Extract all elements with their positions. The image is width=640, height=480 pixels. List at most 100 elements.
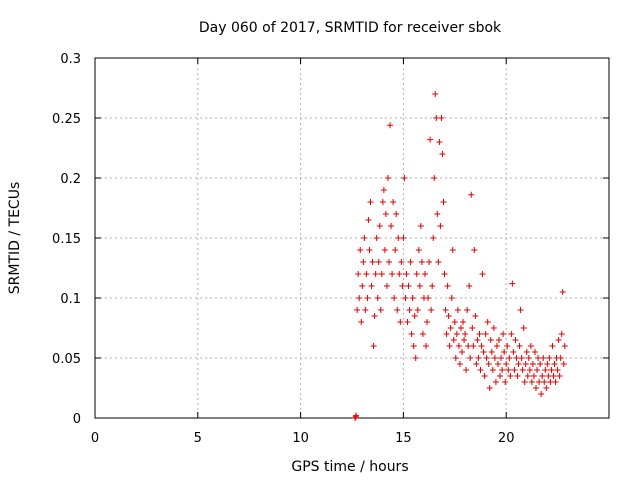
data-point bbox=[510, 349, 517, 355]
data-point bbox=[447, 325, 454, 331]
data-point bbox=[358, 319, 365, 325]
data-point bbox=[535, 355, 542, 361]
data-point bbox=[531, 349, 538, 355]
data-point bbox=[522, 361, 529, 367]
data-point bbox=[369, 259, 376, 265]
data-point bbox=[371, 313, 378, 319]
data-point bbox=[382, 211, 389, 217]
plot-frame bbox=[94, 57, 610, 419]
data-point bbox=[433, 115, 440, 121]
data-point bbox=[555, 337, 562, 343]
data-point bbox=[424, 319, 431, 325]
data-point bbox=[416, 283, 423, 289]
data-point bbox=[484, 319, 491, 325]
data-point bbox=[392, 247, 399, 253]
data-point bbox=[403, 271, 410, 277]
data-point bbox=[411, 313, 418, 319]
data-point bbox=[396, 271, 403, 277]
data-point bbox=[473, 361, 480, 367]
data-point bbox=[400, 235, 407, 241]
data-points bbox=[352, 91, 568, 421]
data-point bbox=[432, 91, 439, 97]
data-point bbox=[427, 136, 434, 143]
data-point bbox=[503, 361, 510, 367]
data-point bbox=[546, 355, 553, 361]
data-point bbox=[390, 199, 397, 205]
data-point bbox=[488, 349, 495, 355]
data-point bbox=[520, 325, 527, 331]
data-point bbox=[380, 187, 387, 193]
chart-title: Day 060 of 2017, SRMTID for receiver sbo… bbox=[199, 20, 502, 36]
data-point bbox=[359, 283, 366, 289]
data-point bbox=[521, 379, 528, 385]
data-point bbox=[485, 361, 492, 367]
data-point bbox=[434, 211, 441, 217]
data-point bbox=[505, 367, 512, 373]
data-point bbox=[357, 247, 364, 253]
data-point bbox=[542, 367, 549, 373]
data-point bbox=[467, 355, 474, 361]
data-point bbox=[471, 247, 478, 253]
data-point bbox=[353, 412, 360, 419]
data-point bbox=[552, 379, 559, 385]
data-point bbox=[547, 379, 554, 385]
x-tick-label: 15 bbox=[395, 431, 412, 446]
data-point bbox=[388, 223, 395, 229]
data-point bbox=[530, 373, 537, 379]
data-point bbox=[375, 259, 382, 265]
x-tick-label: 5 bbox=[194, 431, 202, 446]
data-point bbox=[540, 355, 547, 361]
y-tick-label: 0.15 bbox=[52, 232, 81, 247]
data-point bbox=[544, 361, 551, 367]
data-point bbox=[355, 271, 362, 277]
data-point bbox=[491, 355, 498, 361]
data-point bbox=[469, 325, 476, 331]
data-point bbox=[409, 295, 416, 301]
data-point bbox=[551, 361, 558, 367]
data-point bbox=[533, 385, 540, 391]
x-axis-label: GPS time / hours bbox=[291, 459, 408, 475]
data-point bbox=[477, 367, 484, 373]
y-tick-labels: 0 0.05 0.1 0.15 0.2 0.25 0.3 bbox=[52, 52, 81, 427]
data-point bbox=[421, 271, 428, 277]
data-point bbox=[419, 331, 426, 337]
data-point bbox=[527, 343, 534, 349]
data-point bbox=[393, 211, 400, 217]
data-point bbox=[372, 271, 379, 277]
data-point bbox=[509, 280, 516, 287]
data-point bbox=[543, 385, 550, 391]
y-tick-label: 0 bbox=[73, 412, 81, 427]
data-point bbox=[451, 319, 458, 325]
data-point bbox=[541, 379, 548, 385]
gridlines bbox=[95, 58, 609, 418]
data-point bbox=[389, 271, 396, 277]
x-tick-label: 0 bbox=[91, 431, 99, 446]
y-axis-label: SRMTID / TECUs bbox=[7, 182, 23, 295]
data-point bbox=[560, 361, 567, 367]
data-point bbox=[395, 235, 402, 241]
data-point bbox=[554, 367, 561, 373]
data-point bbox=[489, 367, 496, 373]
data-point bbox=[519, 367, 526, 373]
data-point bbox=[414, 307, 421, 313]
data-point bbox=[376, 223, 383, 229]
data-point bbox=[462, 331, 469, 337]
data-point bbox=[384, 175, 391, 181]
data-point bbox=[401, 175, 408, 181]
data-point bbox=[460, 319, 467, 325]
data-point bbox=[457, 325, 464, 331]
data-point bbox=[518, 355, 525, 361]
data-point bbox=[394, 307, 401, 313]
data-point bbox=[476, 331, 483, 337]
data-point bbox=[423, 343, 430, 349]
data-point bbox=[539, 373, 546, 379]
data-point bbox=[364, 295, 371, 301]
data-point bbox=[498, 355, 505, 361]
data-point bbox=[516, 343, 523, 349]
data-point bbox=[538, 391, 545, 397]
data-point bbox=[381, 247, 388, 253]
data-point bbox=[529, 361, 536, 367]
data-point bbox=[534, 367, 541, 373]
data-point bbox=[464, 307, 471, 313]
